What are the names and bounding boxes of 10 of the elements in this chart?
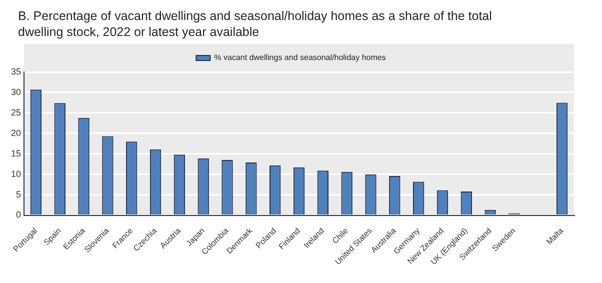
legend-label: % vacant dwellings and seasonal/holiday homes bbox=[214, 53, 386, 62]
y-tick-label: 15 bbox=[10, 148, 22, 158]
y-tick-label: 5 bbox=[16, 189, 22, 200]
y-tick-label: 20 bbox=[10, 128, 22, 138]
y-tick-label: 10 bbox=[10, 168, 22, 179]
chart-title: B. Percentage of vacant dwellings and seasonal/holiday homes as a share of the total dwelling stock, 2022 or latest year available bbox=[18, 8, 493, 40]
y-tick-label: 0 bbox=[16, 210, 22, 220]
y-tick-label: 25 bbox=[10, 107, 22, 118]
y-tick-label: 30 bbox=[10, 86, 22, 97]
y-tick-label: 35 bbox=[10, 66, 22, 76]
